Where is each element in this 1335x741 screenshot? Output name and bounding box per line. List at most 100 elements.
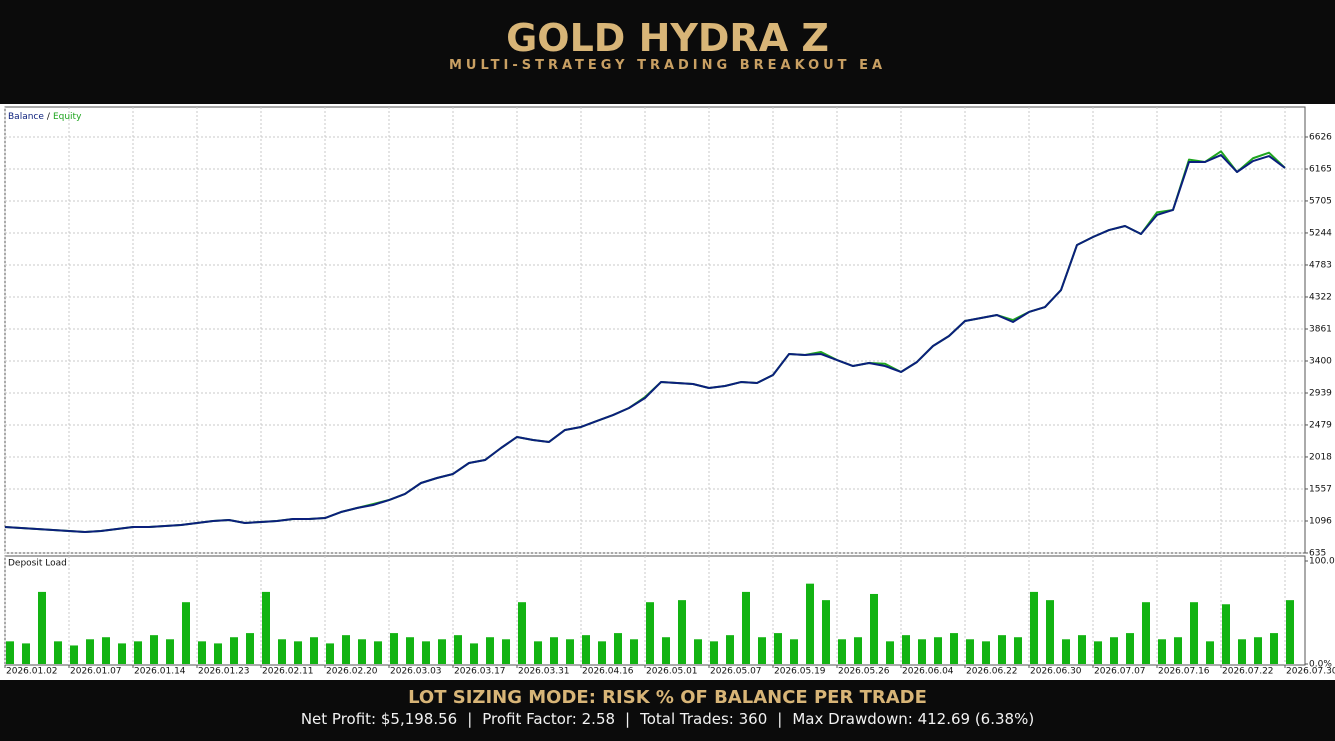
x-tick-label: 2026.04.16	[582, 667, 634, 677]
bar	[1222, 604, 1230, 664]
y-tick-label: 635	[1309, 549, 1326, 559]
x-tick-label: 2026.01.14	[134, 667, 186, 677]
bar	[54, 641, 62, 664]
bar	[454, 635, 462, 664]
bar	[502, 639, 510, 664]
bar	[854, 637, 862, 664]
bar	[870, 593, 878, 664]
stat: Net Profit: $5,198.56	[300, 710, 458, 728]
bar	[406, 637, 414, 664]
stat-separator: |	[467, 710, 473, 728]
bar	[22, 643, 30, 664]
bar	[902, 635, 910, 664]
bar	[214, 643, 222, 664]
bar	[166, 639, 174, 664]
x-tick-label: 2026.01.23	[198, 667, 250, 677]
header: GOLD HYDRA Z MULTI-STRATEGY TRADING BREA…	[0, 0, 1335, 104]
bar	[534, 641, 542, 664]
bar	[662, 637, 670, 664]
x-tick-label: 2026.02.20	[326, 667, 378, 677]
bar	[486, 637, 494, 664]
x-tick-label: 2026.06.22	[966, 667, 1018, 677]
bar	[6, 641, 14, 664]
y-tick-label: 2939	[1309, 389, 1332, 399]
bar	[582, 635, 590, 664]
x-tick-label: 2026.02.11	[262, 667, 314, 677]
y-tick-label: 0.0%	[1309, 660, 1332, 670]
bar	[1254, 637, 1262, 664]
bar	[614, 633, 622, 664]
bar	[950, 633, 958, 664]
bar	[262, 591, 270, 664]
bar	[678, 600, 686, 664]
bar	[966, 639, 974, 664]
bar	[470, 643, 478, 664]
y-tick-label: 5705	[1309, 196, 1332, 206]
legend: Balance / Equity	[8, 112, 82, 122]
bar	[1030, 591, 1038, 664]
stat-separator: |	[777, 710, 783, 728]
y-tick-label: 2018	[1309, 452, 1332, 462]
bar	[422, 641, 430, 664]
x-tick-label: 2026.05.01	[646, 667, 698, 677]
bar	[1286, 600, 1294, 664]
bar	[246, 633, 254, 664]
stat: Max Drawdown: 412.69 (6.38%)	[792, 710, 1035, 728]
bar	[838, 639, 846, 664]
bar	[758, 637, 766, 664]
title: GOLD HYDRA Z	[506, 16, 829, 60]
bar	[102, 637, 110, 664]
footer: LOT SIZING MODE: RISK % OF BALANCE PER T…	[0, 680, 1335, 741]
footer-stats: Net Profit: $5,198.56 | Profit Factor: 2.5…	[0, 710, 1335, 728]
bar	[598, 641, 606, 664]
bar	[790, 639, 798, 664]
x-tick-label: 2026.03.17	[454, 667, 506, 677]
bar	[390, 633, 398, 664]
y-tick-label: 5244	[1309, 228, 1332, 238]
bar	[86, 639, 94, 664]
bar	[1014, 637, 1022, 664]
x-tick-label: 2026.01.07	[70, 667, 122, 677]
bar	[774, 633, 782, 664]
legend-entry: Balance	[8, 112, 44, 122]
panel-title: Deposit Load	[8, 559, 67, 569]
bar	[646, 602, 654, 664]
bar	[1126, 633, 1134, 664]
y-tick-label: 100.0%	[1309, 557, 1335, 567]
bar	[982, 641, 990, 664]
legend-entry: Equity	[53, 112, 82, 122]
y-tick-label: 6165	[1309, 165, 1332, 175]
bar	[1046, 600, 1054, 664]
x-tick-label: 2026.06.04	[902, 667, 954, 677]
main-plot	[4, 106, 1306, 554]
y-tick-label: 4783	[1309, 260, 1332, 270]
series-line	[4, 154, 1286, 534]
bar	[198, 641, 206, 664]
x-tick-label: 2026.05.26	[838, 667, 890, 677]
bar	[1142, 602, 1150, 664]
bar	[310, 637, 318, 664]
bar	[278, 639, 286, 664]
bar	[358, 639, 366, 664]
x-tick-label: 2026.05.07	[710, 667, 762, 677]
legend-separator: /	[47, 112, 51, 122]
bar	[1110, 637, 1118, 664]
y-tick-label: 6626	[1309, 132, 1332, 142]
bar	[742, 591, 750, 664]
bar	[342, 635, 350, 664]
bar	[566, 639, 574, 664]
bar	[934, 637, 942, 664]
bar	[726, 635, 734, 664]
bar	[1062, 639, 1070, 664]
bar	[550, 637, 558, 664]
bar	[230, 637, 238, 664]
y-tick-label: 1096	[1309, 516, 1332, 526]
bar	[518, 602, 526, 664]
stat: Profit Factor: 2.58	[482, 710, 616, 728]
bar	[438, 639, 446, 664]
bar	[326, 643, 334, 664]
y-tick-label: 1557	[1309, 484, 1332, 494]
bar	[294, 641, 302, 664]
bar	[918, 639, 926, 664]
